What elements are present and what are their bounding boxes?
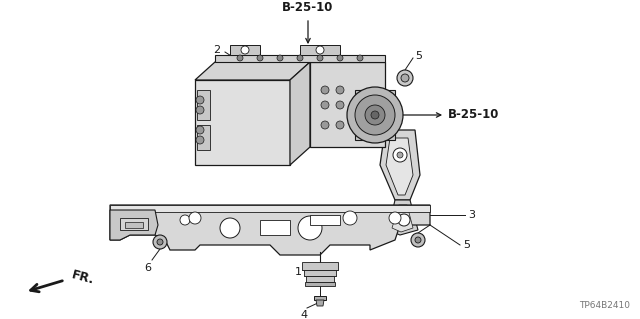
Polygon shape <box>300 45 340 55</box>
Circle shape <box>336 86 344 94</box>
Polygon shape <box>314 296 326 300</box>
Polygon shape <box>110 210 158 240</box>
Circle shape <box>415 237 421 243</box>
Circle shape <box>411 233 425 247</box>
Circle shape <box>398 214 410 226</box>
Circle shape <box>397 152 403 158</box>
Polygon shape <box>125 222 143 228</box>
Text: 2: 2 <box>213 45 220 55</box>
Text: 5: 5 <box>463 240 470 250</box>
Polygon shape <box>197 90 210 120</box>
Polygon shape <box>304 270 336 276</box>
Polygon shape <box>195 80 290 165</box>
Polygon shape <box>386 138 413 195</box>
Circle shape <box>357 55 363 61</box>
Circle shape <box>257 55 263 61</box>
Circle shape <box>321 101 329 109</box>
Polygon shape <box>110 205 430 255</box>
Circle shape <box>371 111 379 119</box>
Circle shape <box>237 55 243 61</box>
Text: 1: 1 <box>295 267 302 277</box>
Polygon shape <box>110 205 430 212</box>
Circle shape <box>347 87 403 143</box>
Polygon shape <box>310 215 340 225</box>
Circle shape <box>196 136 204 144</box>
Circle shape <box>316 46 324 54</box>
Text: B-25-10: B-25-10 <box>282 1 333 14</box>
Circle shape <box>365 105 385 125</box>
Circle shape <box>389 212 401 224</box>
Circle shape <box>180 215 190 225</box>
Polygon shape <box>306 276 334 282</box>
Circle shape <box>196 96 204 104</box>
Text: B-25-10: B-25-10 <box>448 108 499 122</box>
Polygon shape <box>290 62 310 165</box>
Text: 3: 3 <box>468 210 475 220</box>
Circle shape <box>321 86 329 94</box>
Circle shape <box>241 46 249 54</box>
Circle shape <box>220 218 240 238</box>
Circle shape <box>389 109 401 121</box>
Polygon shape <box>316 300 324 306</box>
Text: FR.: FR. <box>70 269 96 287</box>
Circle shape <box>157 239 163 245</box>
Circle shape <box>393 148 407 162</box>
Circle shape <box>153 235 167 249</box>
Polygon shape <box>195 62 310 80</box>
Polygon shape <box>310 62 385 147</box>
Polygon shape <box>260 220 290 235</box>
Polygon shape <box>355 90 395 140</box>
Circle shape <box>196 126 204 134</box>
Polygon shape <box>215 55 385 62</box>
Circle shape <box>343 211 357 225</box>
Text: 6: 6 <box>145 263 152 273</box>
Text: 4: 4 <box>300 310 308 319</box>
Text: TP64B2410: TP64B2410 <box>579 301 630 310</box>
Polygon shape <box>305 282 335 286</box>
Circle shape <box>336 101 344 109</box>
Polygon shape <box>392 205 413 232</box>
Polygon shape <box>230 45 260 55</box>
Polygon shape <box>388 200 418 235</box>
Circle shape <box>355 95 395 135</box>
Polygon shape <box>120 218 148 230</box>
Circle shape <box>397 70 413 86</box>
Circle shape <box>317 55 323 61</box>
Circle shape <box>401 74 409 82</box>
Circle shape <box>297 55 303 61</box>
Circle shape <box>321 121 329 129</box>
Polygon shape <box>302 262 338 270</box>
Polygon shape <box>380 130 420 200</box>
Circle shape <box>298 216 322 240</box>
Text: 5: 5 <box>415 51 422 61</box>
Circle shape <box>337 55 343 61</box>
Polygon shape <box>197 125 210 150</box>
Circle shape <box>277 55 283 61</box>
Circle shape <box>196 106 204 114</box>
Circle shape <box>189 212 201 224</box>
Circle shape <box>336 121 344 129</box>
